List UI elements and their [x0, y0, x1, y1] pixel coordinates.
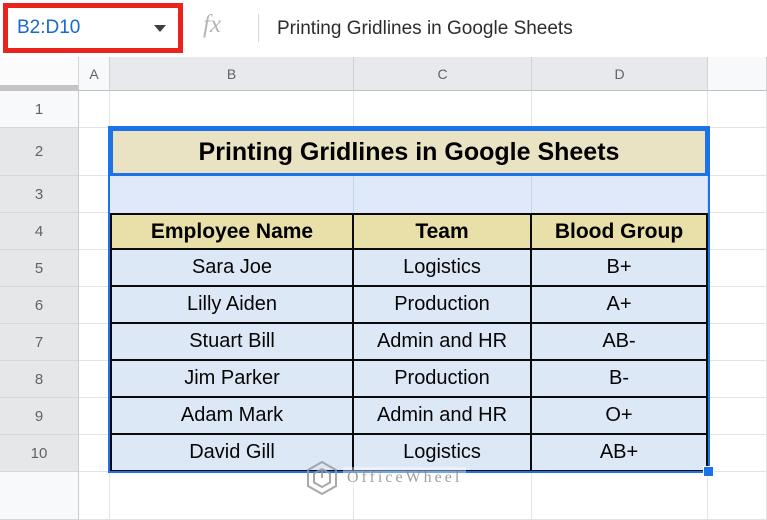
- cell-D11[interactable]: [532, 472, 708, 520]
- cell-D4[interactable]: Blood Group: [532, 213, 708, 250]
- cell-C8[interactable]: Production: [354, 361, 532, 398]
- name-box[interactable]: B2:D10: [8, 8, 178, 48]
- cell-A6[interactable]: [79, 287, 110, 324]
- chevron-down-icon[interactable]: [154, 25, 166, 32]
- column-header-A[interactable]: A: [79, 57, 110, 91]
- row-header-8[interactable]: 8: [0, 361, 79, 398]
- cell-B8[interactable]: Jim Parker: [110, 361, 354, 398]
- cell-D5[interactable]: B+: [532, 250, 708, 287]
- cell-B9[interactable]: Adam Mark: [110, 398, 354, 435]
- row-header-4[interactable]: 4: [0, 213, 79, 250]
- column-header-row: A B C D: [0, 57, 767, 91]
- cell-D3[interactable]: [532, 176, 708, 213]
- fill-handle[interactable]: [703, 466, 714, 477]
- row-header-7[interactable]: 7: [0, 324, 79, 361]
- row-header-2[interactable]: 2: [0, 128, 79, 176]
- cell-E4[interactable]: [708, 213, 767, 250]
- row-header-9[interactable]: 9: [0, 398, 79, 435]
- table-row: 9 Adam Mark Admin and HR O+: [0, 398, 767, 435]
- cell-B6[interactable]: Lilly Aiden: [110, 287, 354, 324]
- cell-B7[interactable]: Stuart Bill: [110, 324, 354, 361]
- cell-A1[interactable]: [79, 91, 110, 128]
- cell-C9[interactable]: Admin and HR: [354, 398, 532, 435]
- cell-E8[interactable]: [708, 361, 767, 398]
- cell-E10[interactable]: [708, 435, 767, 472]
- column-header-C[interactable]: C: [354, 57, 532, 91]
- cell-A4[interactable]: [79, 213, 110, 250]
- cell-A7[interactable]: [79, 324, 110, 361]
- fx-icon: fx: [203, 11, 222, 38]
- cell-D10[interactable]: AB+: [532, 435, 708, 472]
- cell-D9[interactable]: O+: [532, 398, 708, 435]
- sheet-row-1: 1: [0, 91, 767, 128]
- cell-C5[interactable]: Logistics: [354, 250, 532, 287]
- cell-B1[interactable]: [110, 91, 354, 128]
- cell-A5[interactable]: [79, 250, 110, 287]
- cell-C10[interactable]: Logistics: [354, 435, 532, 472]
- select-all-corner[interactable]: [0, 57, 79, 91]
- cell-C11[interactable]: [354, 472, 532, 520]
- table-row: 8 Jim Parker Production B-: [0, 361, 767, 398]
- cell-E11[interactable]: [708, 472, 767, 520]
- row-header-3[interactable]: 3: [0, 176, 79, 213]
- name-box-value[interactable]: B2:D10: [17, 17, 81, 38]
- cell-E6[interactable]: [708, 287, 767, 324]
- cell-D7[interactable]: AB-: [532, 324, 708, 361]
- cell-E7[interactable]: [708, 324, 767, 361]
- cell-E5[interactable]: [708, 250, 767, 287]
- row-header-1[interactable]: 1: [0, 91, 79, 128]
- table-row: 10 David Gill Logistics AB+: [0, 435, 767, 472]
- column-header-D[interactable]: D: [532, 57, 708, 91]
- row-header-11[interactable]: [0, 472, 79, 520]
- row-header-5[interactable]: 5: [0, 250, 79, 287]
- cell-E2[interactable]: [708, 128, 767, 176]
- cell-C1[interactable]: [354, 91, 532, 128]
- formula-bar-divider: [258, 14, 259, 42]
- cell-C3[interactable]: [354, 176, 532, 213]
- table-row: 7 Stuart Bill Admin and HR AB-: [0, 324, 767, 361]
- cell-E3[interactable]: [708, 176, 767, 213]
- cell-C7[interactable]: Admin and HR: [354, 324, 532, 361]
- annotation-red-box: B2:D10: [3, 3, 183, 53]
- cell-B2-title[interactable]: Printing Gridlines in Google Sheets: [110, 128, 708, 176]
- cell-C4[interactable]: Team: [354, 213, 532, 250]
- cell-B11[interactable]: [110, 472, 354, 520]
- cell-D1[interactable]: [532, 91, 708, 128]
- sheet-row-11: [0, 472, 767, 520]
- column-header-E[interactable]: [708, 57, 767, 91]
- formula-bar: fx Printing Gridlines in Google Sheets B…: [0, 0, 767, 57]
- row-header-6[interactable]: 6: [0, 287, 79, 324]
- row-header-10[interactable]: 10: [0, 435, 79, 472]
- cell-A9[interactable]: [79, 398, 110, 435]
- cell-D8[interactable]: B-: [532, 361, 708, 398]
- column-header-B[interactable]: B: [110, 57, 354, 91]
- cell-A3[interactable]: [79, 176, 110, 213]
- table-row: 5 Sara Joe Logistics B+: [0, 250, 767, 287]
- cell-B5[interactable]: Sara Joe: [110, 250, 354, 287]
- spreadsheet-grid: A B C D 1 2 Printing Gridlines in Google…: [0, 57, 767, 520]
- sheet-row-4: 4 Employee Name Team Blood Group: [0, 213, 767, 250]
- cell-E9[interactable]: [708, 398, 767, 435]
- sheet-row-2: 2 Printing Gridlines in Google Sheets: [0, 128, 767, 176]
- cell-B3[interactable]: [110, 176, 354, 213]
- cell-A11[interactable]: [79, 472, 110, 520]
- formula-input[interactable]: Printing Gridlines in Google Sheets: [277, 17, 573, 39]
- cell-A10[interactable]: [79, 435, 110, 472]
- cell-E1[interactable]: [708, 91, 767, 128]
- cell-C6[interactable]: Production: [354, 287, 532, 324]
- cell-D6[interactable]: A+: [532, 287, 708, 324]
- table-row: 6 Lilly Aiden Production A+: [0, 287, 767, 324]
- sheet-row-3: 3: [0, 176, 767, 213]
- cell-B4[interactable]: Employee Name: [110, 213, 354, 250]
- cell-A8[interactable]: [79, 361, 110, 398]
- cell-B10[interactable]: David Gill: [110, 435, 354, 472]
- cell-A2[interactable]: [79, 128, 110, 176]
